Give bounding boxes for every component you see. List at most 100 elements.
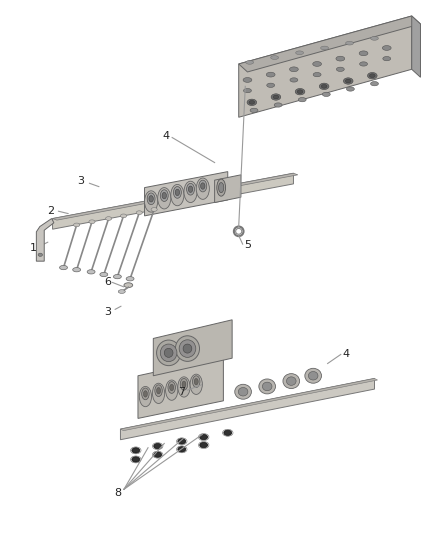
Ellipse shape — [382, 45, 391, 51]
Ellipse shape — [217, 179, 226, 196]
Ellipse shape — [149, 196, 153, 202]
Ellipse shape — [160, 190, 168, 201]
Ellipse shape — [346, 42, 353, 45]
Ellipse shape — [160, 344, 177, 361]
Ellipse shape — [168, 382, 175, 393]
Ellipse shape — [192, 376, 200, 387]
Polygon shape — [239, 16, 420, 72]
Ellipse shape — [199, 180, 207, 192]
Ellipse shape — [322, 92, 330, 96]
Ellipse shape — [196, 178, 209, 199]
Ellipse shape — [87, 270, 95, 274]
Polygon shape — [120, 378, 374, 440]
Ellipse shape — [305, 368, 321, 383]
Ellipse shape — [247, 99, 257, 106]
Ellipse shape — [321, 84, 327, 88]
Ellipse shape — [262, 382, 272, 391]
Text: 4: 4 — [343, 350, 350, 359]
Ellipse shape — [124, 282, 133, 288]
Polygon shape — [138, 357, 223, 418]
Ellipse shape — [156, 387, 160, 394]
Ellipse shape — [113, 274, 121, 279]
Ellipse shape — [178, 439, 186, 444]
Text: 5: 5 — [244, 240, 251, 250]
Ellipse shape — [308, 372, 318, 380]
Text: 1: 1 — [29, 243, 36, 253]
Ellipse shape — [194, 378, 198, 385]
Text: 4: 4 — [163, 131, 170, 141]
Ellipse shape — [267, 83, 275, 87]
Ellipse shape — [183, 344, 192, 353]
Polygon shape — [412, 16, 420, 77]
Ellipse shape — [271, 55, 279, 59]
Ellipse shape — [188, 186, 193, 192]
Ellipse shape — [171, 184, 184, 206]
Ellipse shape — [296, 51, 304, 55]
Ellipse shape — [164, 349, 173, 357]
Text: 2: 2 — [47, 206, 54, 215]
Ellipse shape — [143, 391, 147, 397]
Ellipse shape — [201, 183, 205, 189]
Ellipse shape — [173, 187, 181, 198]
Ellipse shape — [136, 211, 142, 215]
Ellipse shape — [224, 430, 232, 435]
Ellipse shape — [290, 67, 298, 72]
Ellipse shape — [38, 253, 42, 256]
Polygon shape — [36, 219, 54, 261]
Ellipse shape — [158, 188, 171, 209]
Text: 6: 6 — [104, 278, 111, 287]
Ellipse shape — [89, 220, 95, 224]
Ellipse shape — [162, 192, 166, 199]
Ellipse shape — [370, 74, 375, 77]
Polygon shape — [53, 173, 293, 229]
Ellipse shape — [271, 94, 281, 100]
Ellipse shape — [313, 72, 321, 77]
Ellipse shape — [283, 374, 300, 389]
Ellipse shape — [367, 72, 377, 79]
Ellipse shape — [274, 103, 282, 107]
Ellipse shape — [141, 388, 149, 400]
Ellipse shape — [182, 381, 186, 387]
Ellipse shape — [60, 265, 67, 270]
Text: 8: 8 — [115, 488, 122, 498]
Ellipse shape — [139, 386, 152, 407]
Polygon shape — [153, 320, 232, 376]
Ellipse shape — [132, 457, 140, 462]
Ellipse shape — [250, 108, 258, 112]
Ellipse shape — [132, 448, 140, 453]
Ellipse shape — [73, 268, 81, 272]
Ellipse shape — [118, 290, 125, 293]
Ellipse shape — [154, 452, 162, 457]
Ellipse shape — [175, 336, 199, 361]
Ellipse shape — [266, 72, 275, 77]
Ellipse shape — [343, 78, 353, 84]
Ellipse shape — [336, 67, 344, 71]
Ellipse shape — [321, 46, 328, 50]
Polygon shape — [239, 16, 412, 117]
Ellipse shape — [297, 90, 303, 94]
Ellipse shape — [345, 79, 351, 83]
Ellipse shape — [157, 340, 180, 366]
Ellipse shape — [273, 95, 279, 99]
Ellipse shape — [244, 88, 251, 93]
Ellipse shape — [180, 378, 187, 390]
Ellipse shape — [249, 100, 255, 104]
Ellipse shape — [259, 379, 276, 394]
Ellipse shape — [290, 78, 298, 82]
Ellipse shape — [235, 384, 251, 399]
Ellipse shape — [246, 60, 254, 64]
Ellipse shape — [200, 434, 208, 440]
Ellipse shape — [151, 207, 157, 211]
Ellipse shape — [346, 87, 354, 91]
Polygon shape — [120, 378, 378, 431]
Text: 3: 3 — [104, 307, 111, 317]
Ellipse shape — [126, 277, 134, 281]
Ellipse shape — [154, 443, 162, 449]
Ellipse shape — [145, 191, 158, 212]
Polygon shape — [215, 175, 241, 203]
Ellipse shape — [298, 98, 306, 102]
Ellipse shape — [178, 377, 190, 397]
Polygon shape — [145, 172, 228, 216]
Ellipse shape — [383, 56, 391, 61]
Ellipse shape — [243, 77, 252, 83]
